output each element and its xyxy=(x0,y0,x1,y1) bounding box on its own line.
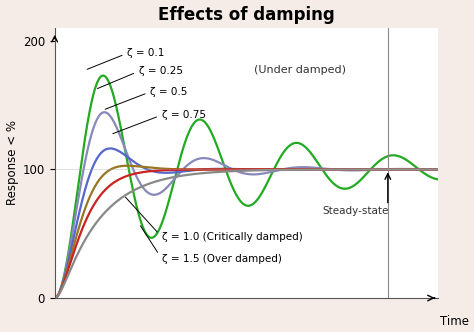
Y-axis label: Response < %: Response < % xyxy=(6,121,18,206)
Text: Time: Time xyxy=(439,315,468,328)
Text: ζ = 1.5 (Over damped): ζ = 1.5 (Over damped) xyxy=(140,226,282,264)
Text: ζ = 0.25: ζ = 0.25 xyxy=(98,66,183,89)
Title: Effects of damping: Effects of damping xyxy=(158,6,335,24)
Text: ζ = 0.1: ζ = 0.1 xyxy=(87,48,165,69)
Text: Steady-state: Steady-state xyxy=(323,207,389,216)
Text: (Under damped): (Under damped) xyxy=(254,65,346,75)
Text: ζ = 0.5: ζ = 0.5 xyxy=(105,87,188,109)
Text: ζ = 0.75: ζ = 0.75 xyxy=(113,110,206,134)
Text: ζ = 1.0 (Critically damped): ζ = 1.0 (Critically damped) xyxy=(126,197,303,242)
